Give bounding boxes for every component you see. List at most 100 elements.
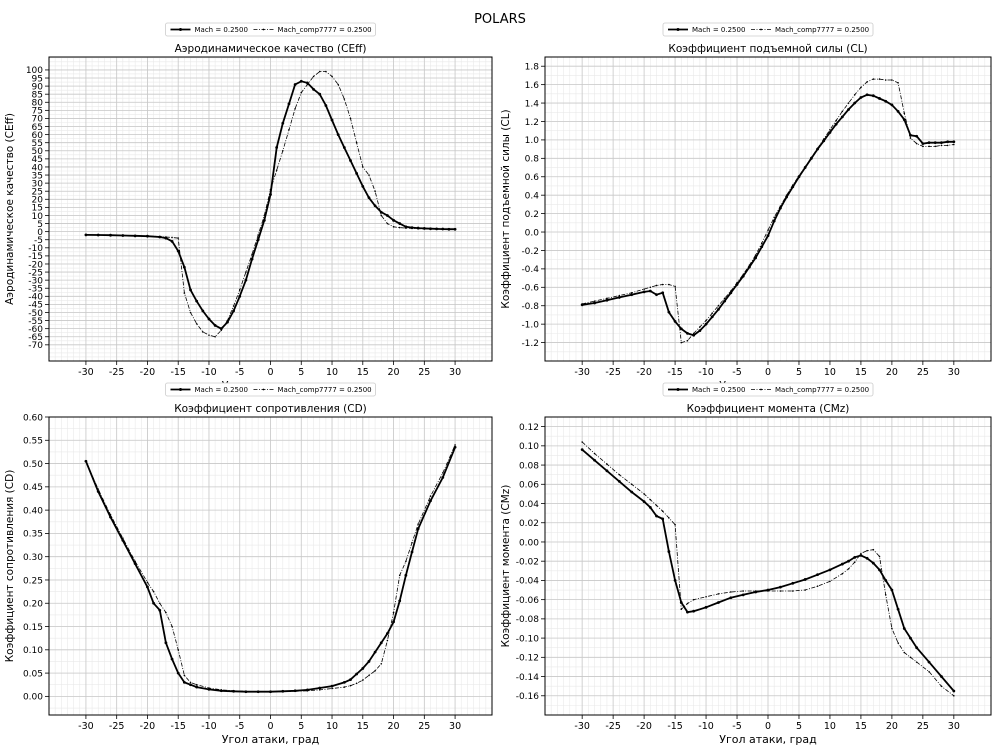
y-tick-label: -1.0 bbox=[521, 320, 539, 330]
data-point bbox=[946, 140, 950, 144]
legend: Mach = 0.2500 Mach_comp7777 = 0.2500 bbox=[662, 22, 874, 37]
y-tick-label: 0.2 bbox=[525, 210, 539, 220]
data-point bbox=[331, 75, 333, 78]
data-point bbox=[748, 265, 751, 269]
y-tick-label: 0.4 bbox=[525, 191, 540, 201]
legend-label: Mach_comp7777 = 0.2500 bbox=[775, 26, 869, 34]
data-point bbox=[374, 190, 376, 193]
y-tick-label: 0 bbox=[37, 228, 43, 238]
data-point bbox=[915, 646, 919, 650]
data-point bbox=[953, 694, 955, 697]
y-tick-label: 1.6 bbox=[525, 81, 540, 91]
data-point bbox=[903, 651, 906, 654]
data-point bbox=[306, 83, 309, 86]
y-tick-label: 0.55 bbox=[23, 437, 43, 447]
y-tick-label: 0.08 bbox=[519, 461, 539, 471]
data-point bbox=[847, 102, 850, 104]
x-tick-label: -5 bbox=[235, 721, 244, 732]
x-tick-label: -5 bbox=[732, 367, 741, 378]
data-point bbox=[232, 305, 235, 307]
data-point bbox=[717, 593, 720, 595]
data-point bbox=[705, 319, 707, 322]
x-axis-label: Угол атаки, град bbox=[719, 733, 817, 746]
data-point bbox=[606, 297, 608, 300]
data-point bbox=[729, 291, 733, 295]
x-tick-label: 10 bbox=[326, 367, 338, 378]
data-point bbox=[933, 141, 937, 145]
x-tick-label: 20 bbox=[388, 721, 400, 732]
data-point bbox=[454, 228, 456, 231]
data-point bbox=[343, 686, 346, 688]
y-tick-label: 0.06 bbox=[519, 481, 539, 491]
data-point bbox=[312, 75, 315, 78]
data-point bbox=[847, 108, 850, 111]
x-tick-label: 20 bbox=[886, 367, 898, 378]
y-tick-label: -0.04 bbox=[516, 577, 540, 587]
x-tick-label: 20 bbox=[886, 721, 898, 732]
data-point bbox=[710, 315, 714, 319]
data-point bbox=[872, 78, 875, 80]
data-point bbox=[343, 98, 346, 100]
data-point bbox=[618, 473, 621, 476]
data-point bbox=[593, 452, 596, 455]
data-point bbox=[195, 685, 199, 689]
legend: Mach = 0.2500 Mach_comp7777 = 0.2500 bbox=[165, 22, 376, 37]
data-point bbox=[816, 147, 819, 149]
data-point bbox=[934, 145, 937, 148]
data-point bbox=[717, 601, 720, 604]
x-tick-label: -20 bbox=[140, 367, 156, 378]
data-point bbox=[318, 70, 321, 73]
y-tick-label: 0.50 bbox=[23, 460, 43, 470]
x-tick-label: -25 bbox=[605, 721, 621, 732]
data-point bbox=[878, 555, 881, 558]
data-point bbox=[667, 550, 671, 553]
data-point bbox=[238, 289, 241, 291]
data-point bbox=[183, 292, 186, 294]
data-point bbox=[699, 326, 701, 328]
data-point bbox=[773, 216, 775, 219]
data-point bbox=[213, 324, 217, 327]
x-tick-label: -30 bbox=[78, 367, 94, 378]
data-point bbox=[810, 156, 813, 159]
data-point bbox=[642, 290, 646, 294]
x-tick-label: 15 bbox=[357, 367, 369, 378]
data-point bbox=[226, 319, 229, 322]
data-point bbox=[655, 514, 658, 518]
legend-label: Mach_comp7777 = 0.2500 bbox=[278, 26, 372, 34]
data-point bbox=[902, 627, 906, 630]
y-tick-label: 0.30 bbox=[23, 553, 43, 563]
data-point bbox=[361, 667, 365, 670]
data-point bbox=[704, 605, 708, 609]
y-tick-label: -0.2 bbox=[521, 247, 539, 257]
x-tick-label: -20 bbox=[636, 367, 652, 378]
x-tick-label: 10 bbox=[824, 721, 836, 732]
data-point bbox=[655, 504, 658, 507]
y-tick-label: 50 bbox=[32, 147, 44, 157]
data-point bbox=[686, 339, 689, 342]
x-tick-label: 0 bbox=[267, 367, 273, 378]
data-point bbox=[884, 99, 888, 103]
data-point bbox=[772, 219, 776, 223]
data-point bbox=[189, 683, 192, 687]
data-point bbox=[940, 675, 943, 678]
data-point bbox=[741, 593, 745, 597]
data-point bbox=[97, 488, 100, 490]
y-tick-label: -60 bbox=[28, 325, 43, 335]
data-point bbox=[195, 299, 199, 303]
data-point bbox=[742, 590, 745, 592]
y-tick-label: -0.4 bbox=[521, 265, 539, 275]
x-tick-label: -30 bbox=[574, 367, 590, 378]
data-point bbox=[605, 469, 609, 473]
data-point bbox=[379, 641, 383, 645]
data-point bbox=[373, 650, 377, 654]
data-point bbox=[779, 205, 782, 208]
data-point bbox=[342, 146, 346, 149]
data-point bbox=[262, 218, 266, 222]
data-point bbox=[85, 460, 87, 463]
data-point bbox=[680, 341, 683, 344]
data-point bbox=[847, 559, 850, 563]
data-point bbox=[299, 79, 303, 83]
data-point bbox=[673, 579, 677, 582]
data-point bbox=[865, 556, 869, 560]
